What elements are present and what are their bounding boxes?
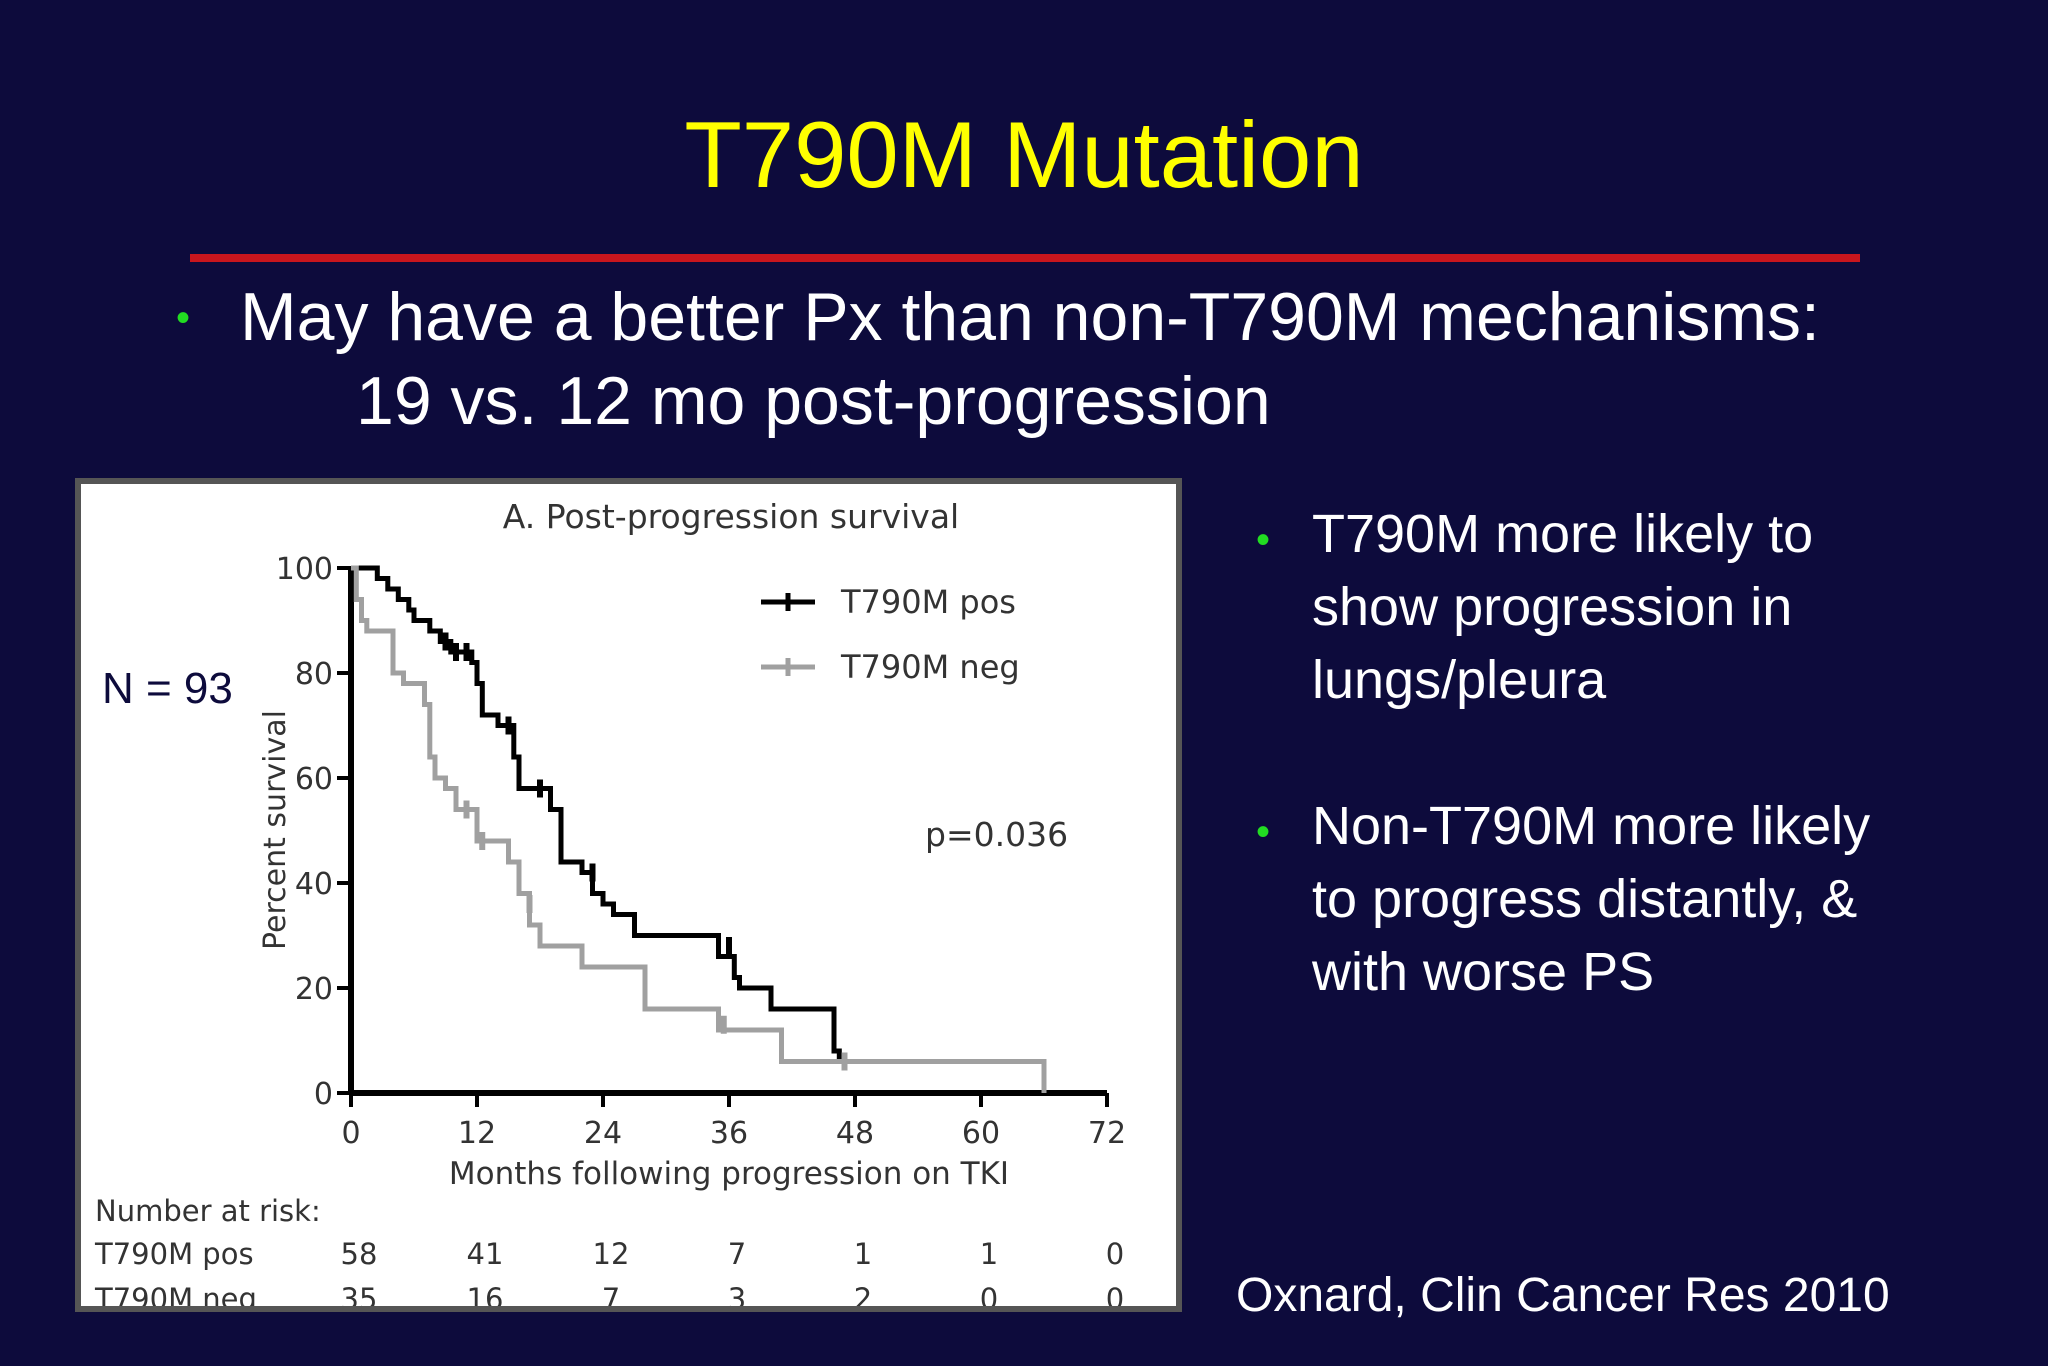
p-value-annotation: p=0.036: [925, 815, 1068, 854]
bullet-dot-main: •: [176, 296, 191, 340]
risk-table-cell: 58: [341, 1237, 378, 1271]
x-tick-label: 24: [584, 1116, 622, 1151]
slide-title: T790M Mutation: [684, 102, 1364, 207]
bullet-dot-right-1: •: [1256, 518, 1271, 562]
right-bullet-2-line: to progress distantly, &: [1312, 869, 1858, 929]
y-tick-label: 100: [276, 552, 333, 587]
title-divider: [190, 254, 1860, 262]
y-tick-label: 0: [314, 1077, 333, 1112]
risk-table-cell: 0: [1106, 1282, 1124, 1306]
risk-table-cell: 7: [728, 1237, 746, 1271]
chart-title: A. Post-progression survival: [503, 497, 959, 536]
risk-table-cell: 1: [854, 1237, 872, 1271]
x-tick-label: 0: [341, 1116, 360, 1151]
right-bullet-1-line: show progression in: [1312, 577, 1793, 637]
y-tick-label: 80: [295, 657, 333, 692]
risk-table-cell: 3: [728, 1282, 746, 1306]
risk-table-cell: 7: [602, 1282, 620, 1306]
survival-chart: A. Post-progression survival 0 20 40 60 80 100…: [75, 478, 1182, 1312]
bullet-dot-right-2: •: [1256, 810, 1271, 854]
x-tick-label: 48: [836, 1116, 874, 1151]
x-tick-label: 60: [962, 1116, 1000, 1151]
risk-table-cell: 12: [593, 1237, 630, 1271]
citation: Oxnard, Clin Cancer Res 2010: [1236, 1269, 1890, 1322]
y-tick-label: 60: [295, 762, 333, 797]
risk-table-cell: 0: [980, 1282, 998, 1306]
risk-table-cell: 1: [980, 1237, 998, 1271]
right-bullet-1: T790M more likely to show progression in…: [1312, 498, 2012, 717]
risk-table-header: Number at risk:: [95, 1194, 321, 1228]
x-axis-label: Months following progression on TKI: [449, 1156, 1009, 1192]
y-tick-label: 20: [295, 972, 333, 1007]
right-bullet-2-line: Non-T790M more likely: [1312, 796, 1871, 856]
risk-table-cell: 16: [467, 1282, 504, 1306]
right-bullet-2: Non-T790M more likely to progress distan…: [1312, 790, 2012, 1009]
y-tick-label: 40: [295, 867, 333, 902]
risk-table-row-label: T790M pos: [94, 1237, 254, 1271]
x-tick-label: 12: [458, 1116, 496, 1151]
survival-chart-svg: A. Post-progression survival020406080100…: [94, 497, 1126, 1306]
right-bullet-2-line: with worse PS: [1312, 942, 1655, 1002]
main-bullet-line2: 19 vs. 12 mo post-progression: [356, 363, 1271, 439]
y-axis-label: Percent survival: [258, 710, 293, 950]
risk-table-cell: 0: [1106, 1237, 1124, 1271]
x-tick-label: 72: [1088, 1116, 1126, 1151]
risk-table-row-label: T790M neg: [94, 1282, 257, 1306]
legend-label: T790M neg: [840, 648, 1020, 686]
sample-size-label: N = 93: [102, 664, 233, 713]
risk-table-cell: 41: [467, 1237, 504, 1271]
risk-table-cell: 2: [854, 1282, 872, 1306]
survival-line-neg: [351, 565, 1047, 1093]
x-tick-label: 36: [710, 1116, 748, 1151]
survival-line-pos: [351, 565, 855, 1064]
right-bullet-1-line: T790M more likely to: [1312, 504, 1814, 564]
main-bullet-line1: May have a better Px than non-T790M mech…: [240, 279, 1820, 355]
legend-label: T790M pos: [840, 583, 1016, 621]
right-bullet-1-line: lungs/pleura: [1312, 650, 1607, 710]
risk-table-cell: 35: [341, 1282, 378, 1306]
